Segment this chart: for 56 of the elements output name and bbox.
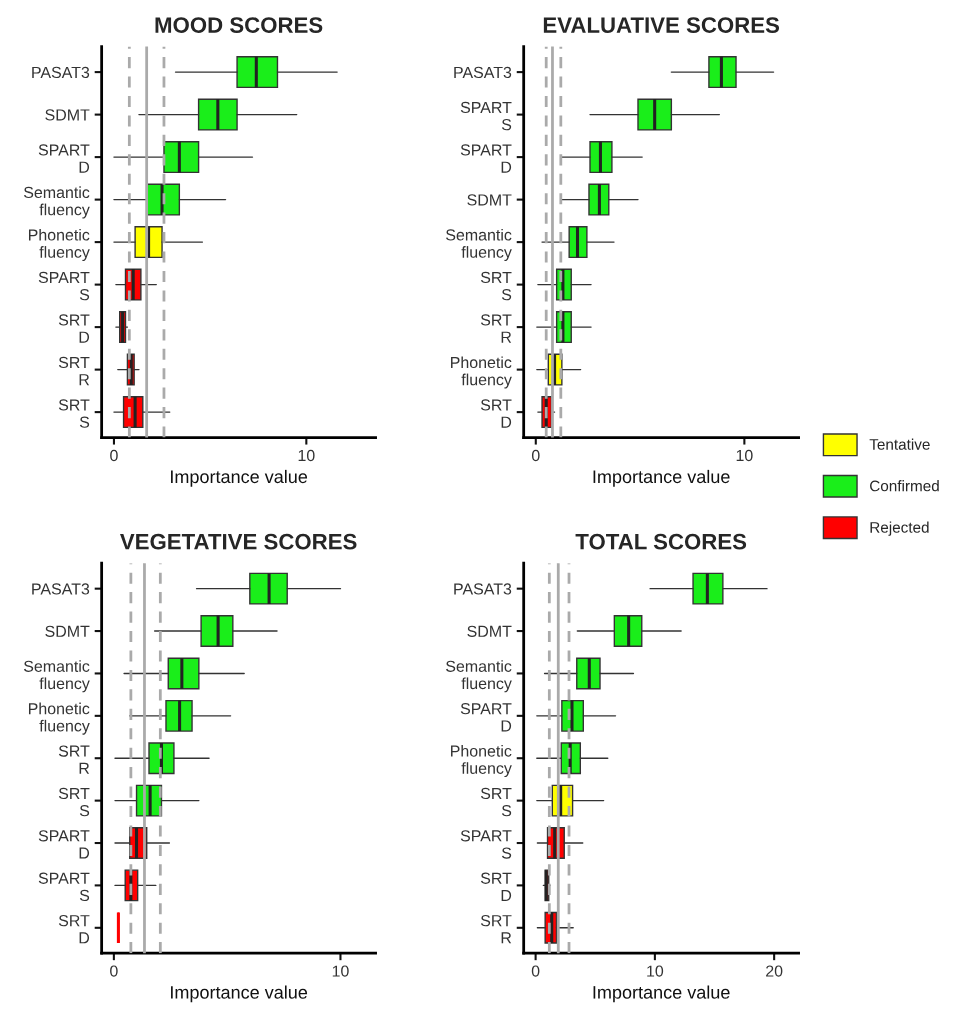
- y-tick-label: SRT S: [58, 787, 90, 817]
- y-tick-label: Phonetic fluency: [451, 356, 512, 389]
- y-tick-label: SRT S: [480, 271, 512, 301]
- y-tick-label: Semantic fluency: [446, 660, 512, 693]
- legend-label: Confirmed: [870, 480, 939, 492]
- y-tick-label: Phonetic fluency: [28, 702, 90, 735]
- y-tick-label: SRT R: [58, 356, 90, 386]
- y-tick-label: SRT D: [480, 872, 512, 901]
- chart-title: VEGETATIVE SCORES: [120, 533, 357, 550]
- y-tick-label: SDMT: [45, 109, 90, 121]
- x-tick-label: 0: [531, 449, 540, 462]
- y-tick-label: SPART D: [38, 144, 90, 173]
- y-tick-label: PASAT3: [454, 583, 512, 595]
- y-tick-label: SDMT: [45, 625, 90, 637]
- y-tick-label: SRT S: [58, 399, 90, 428]
- y-tick-label: SRT D: [58, 914, 90, 944]
- y-tick-label: PASAT3: [32, 583, 90, 595]
- y-tick-label: SDMT: [467, 194, 512, 206]
- y-tick-label: SRT D: [480, 399, 512, 428]
- x-tick-label: 0: [531, 965, 540, 977]
- x-tick-label: 10: [647, 965, 664, 977]
- y-tick-label: SPART D: [460, 144, 512, 173]
- y-tick-label: Phonetic fluency: [28, 228, 90, 261]
- x-tick-label: 0: [110, 965, 118, 977]
- legend-label: Rejected: [870, 521, 929, 536]
- y-tick-label: SPART S: [460, 101, 512, 131]
- y-tick-label: Semantic fluency: [23, 660, 90, 693]
- y-tick-label: Semantic fluency: [23, 186, 90, 219]
- y-tick-label: SPART D: [38, 830, 90, 859]
- chart-title: MOOD SCORES: [155, 17, 323, 33]
- y-tick-label: SRT R: [480, 914, 512, 944]
- y-tick-label: PASAT3: [454, 66, 512, 79]
- x-tick-label: 0: [110, 449, 118, 462]
- y-tick-label: SDMT: [467, 625, 512, 637]
- y-tick-label: Phonetic fluency: [451, 745, 512, 778]
- x-axis-title: Importance value: [171, 469, 308, 487]
- y-tick-label: SPART S: [38, 271, 90, 301]
- y-tick-label: Semantic fluency: [446, 228, 512, 261]
- chart-title: EVALUATIVE SCORES: [543, 17, 780, 33]
- chart-title: TOTAL SCORES: [575, 533, 747, 550]
- x-tick-label: 10: [332, 965, 349, 977]
- y-tick-label: SPART S: [460, 830, 512, 859]
- y-tick-label: SRT D: [58, 314, 90, 343]
- y-tick-label: SPART S: [38, 872, 90, 902]
- legend-label: Tentative: [869, 438, 930, 450]
- y-tick-label: SPART D: [460, 703, 512, 732]
- y-tick-label: SRT R: [480, 314, 512, 343]
- x-axis-title: Importance value: [171, 985, 308, 1003]
- x-axis-title: Importance value: [593, 985, 730, 1003]
- x-tick-label: 10: [736, 449, 753, 462]
- x-axis-title: Importance value: [593, 469, 730, 487]
- x-tick-label: 10: [298, 449, 315, 462]
- x-tick-label: 20: [766, 965, 783, 977]
- y-tick-label: SRT R: [58, 745, 90, 774]
- y-tick-label: SRT S: [480, 787, 512, 817]
- y-tick-label: PASAT3: [32, 66, 90, 79]
